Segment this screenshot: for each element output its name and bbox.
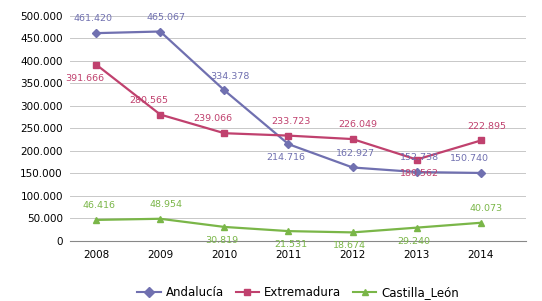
Andalucía [93,31,99,35]
Line: Castilla_León: Castilla_León [93,215,485,236]
Extremadura [414,158,420,161]
Line: Extremadura: Extremadura [93,61,484,163]
Extremadura [350,137,356,141]
Andalucía [350,166,356,169]
Castilla_León [285,229,292,233]
Extremadura [157,113,164,116]
Text: 222.895: 222.895 [467,122,506,131]
Text: 180.562: 180.562 [400,169,439,178]
Castilla_León [350,231,356,234]
Text: 226.049: 226.049 [339,120,378,129]
Text: 280.565: 280.565 [130,96,169,105]
Text: 465.067: 465.067 [146,13,185,22]
Andalucía [478,171,484,175]
Andalucía [221,88,228,92]
Castilla_León [221,225,228,229]
Text: 30.819: 30.819 [205,236,238,245]
Text: 152.738: 152.738 [400,153,439,162]
Text: 334.378: 334.378 [210,72,250,81]
Text: 461.420: 461.420 [74,14,113,23]
Andalucía [414,170,420,174]
Castilla_León [414,226,420,229]
Text: 214.716: 214.716 [266,153,305,162]
Line: Andalucía: Andalucía [93,28,484,176]
Text: 150.740: 150.740 [450,154,489,163]
Text: 29.240: 29.240 [397,237,430,246]
Text: 239.066: 239.066 [193,114,233,123]
Text: 391.666: 391.666 [66,73,105,82]
Castilla_León [93,218,99,222]
Andalucía [157,30,164,33]
Text: 18.674: 18.674 [333,241,366,250]
Text: 48.954: 48.954 [149,200,182,209]
Legend: Andalucía, Extremadura, Castilla_León: Andalucía, Extremadura, Castilla_León [133,281,463,301]
Castilla_León [157,217,164,221]
Castilla_León [478,221,484,225]
Andalucía [285,142,292,146]
Extremadura [478,139,484,142]
Text: 21.531: 21.531 [275,240,308,249]
Extremadura [285,134,292,138]
Extremadura [93,63,99,66]
Text: 233.723: 233.723 [272,117,311,126]
Text: 162.927: 162.927 [336,149,375,158]
Extremadura [221,132,228,135]
Text: 40.073: 40.073 [470,204,503,213]
Text: 46.416: 46.416 [82,201,115,210]
